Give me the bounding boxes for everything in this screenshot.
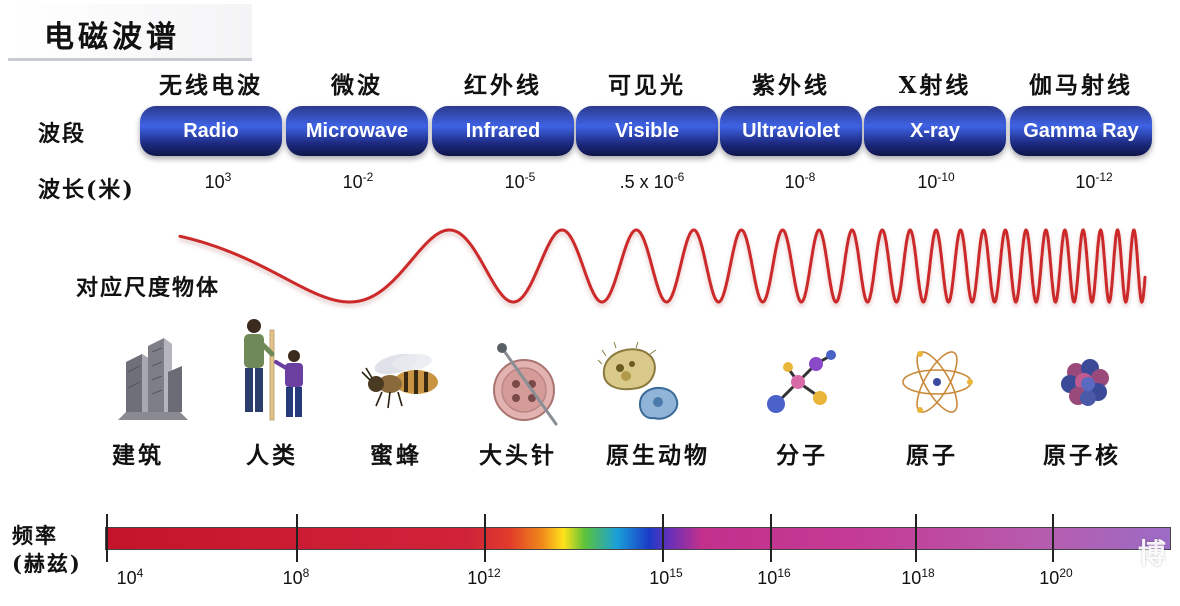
frequency-tick [662, 514, 664, 562]
object-label-bee: 蜜蜂 [370, 442, 422, 469]
object-label-protozoa: 原生动物 [606, 442, 710, 469]
band-pill-radio: Radio [140, 106, 282, 156]
frequency-tick [484, 514, 486, 562]
band-pill-ultraviolet: Ultraviolet [720, 106, 862, 156]
scale-objects-row-label: 对应尺度物体 [76, 275, 221, 301]
frequency-label-1e4: 104 [116, 566, 144, 588]
band-cn-ultraviolet: 紫外线 [752, 72, 830, 99]
wavelength-visible: .5 x 10-6 [619, 170, 685, 192]
building-icon [118, 338, 188, 420]
frequency-tick [296, 514, 298, 562]
atom-icon [902, 351, 973, 413]
frequency-tick [915, 514, 917, 562]
band-cn-xray: X射线 [898, 72, 972, 99]
nucleus-icon [1061, 359, 1109, 406]
band-row-label: 波段 [38, 121, 87, 147]
object-label-molecule: 分子 [776, 442, 828, 469]
human-icon [244, 319, 303, 421]
object-label-atom: 原子 [906, 442, 958, 469]
wavelength-row-label: 波长(米) [38, 177, 135, 203]
wavelength-infrared: 10-5 [504, 170, 536, 192]
band-cn-radio: 无线电波 [159, 72, 263, 99]
watermark-logo: 博 [1137, 537, 1166, 570]
object-label-nucleus: 原子核 [1043, 442, 1121, 469]
object-label-pin: 大头针 [479, 442, 557, 469]
frequency-label-1e8: 108 [282, 566, 310, 588]
wavelength-ultraviolet: 10-8 [784, 170, 816, 192]
band-cn-microwave: 微波 [331, 72, 383, 99]
frequency-tick [106, 514, 108, 562]
electromagnetic-wave-curve [178, 228, 1147, 305]
band-cn-gamma: 伽马射线 [1029, 72, 1133, 99]
frequency-label-1e12: 1012 [467, 566, 501, 588]
band-cn-infrared: 红外线 [464, 72, 542, 99]
title-box [8, 4, 252, 61]
wavelength-microwave: 10-2 [342, 170, 374, 192]
frequency-spectrum-bar [105, 527, 1171, 550]
frequency-row-label: 频率 (赫兹) [12, 523, 82, 576]
pin-icon [493, 343, 558, 426]
wave-graphic [178, 228, 1147, 305]
protozoa-icon [597, 341, 679, 420]
diagram-title: 电磁波谱 [44, 20, 180, 55]
band-pill-gamma: Gamma Ray [1010, 106, 1152, 156]
wavelength-gamma: 10-12 [1075, 170, 1113, 192]
bee-icon [361, 353, 438, 409]
wavelength-xray: 10-10 [917, 170, 955, 192]
molecule-icon [767, 350, 836, 413]
frequency-tick [770, 514, 772, 562]
frequency-label-1e18: 1018 [901, 566, 935, 588]
object-label-building: 建筑 [112, 442, 164, 469]
frequency-label-1e20: 1020 [1039, 566, 1073, 588]
frequency-label-1e16: 1016 [757, 566, 791, 588]
wavelength-radio: 103 [204, 170, 232, 192]
frequency-tick [1052, 514, 1054, 562]
band-pill-xray: X-ray [864, 106, 1006, 156]
frequency-label-1e15: 1015 [649, 566, 683, 588]
band-pill-microwave: Microwave [286, 106, 428, 156]
object-label-human: 人类 [246, 442, 298, 469]
band-cn-visible: 可见光 [608, 72, 686, 99]
band-pill-infrared: Infrared [432, 106, 574, 156]
band-pill-visible: Visible [576, 106, 718, 156]
